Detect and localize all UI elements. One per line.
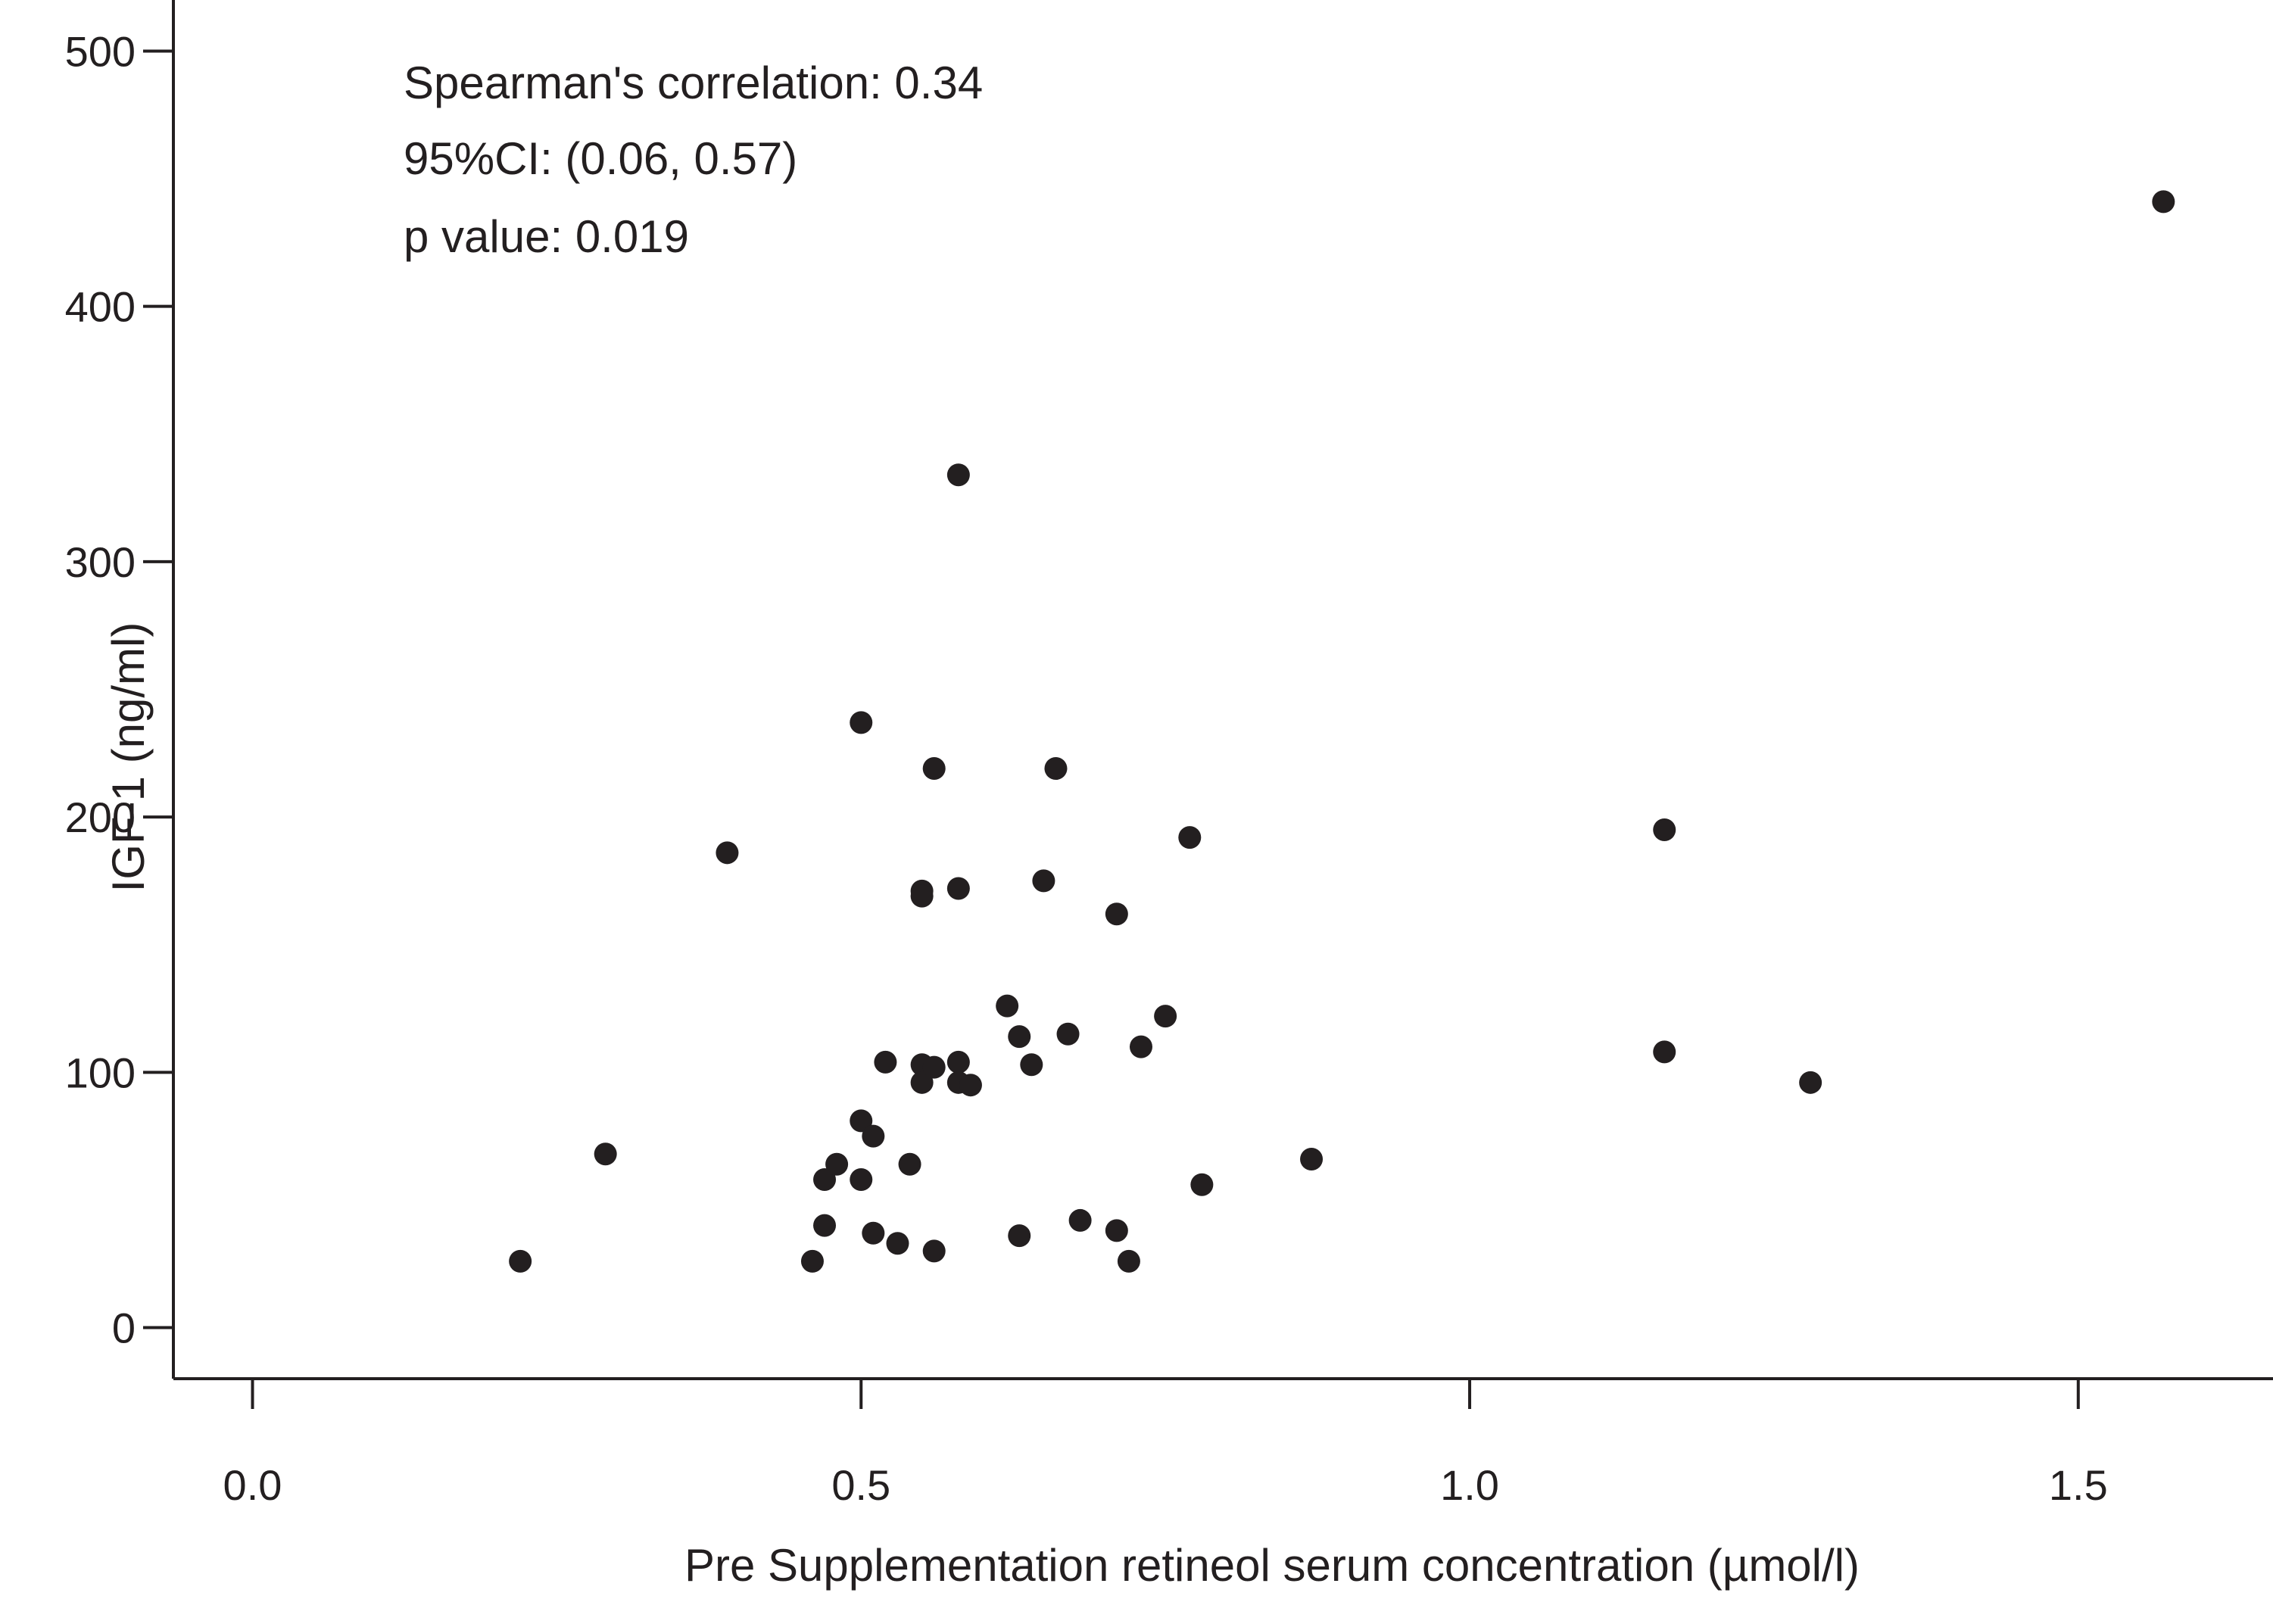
- data-point: [1653, 818, 1676, 841]
- data-point: [1653, 1040, 1676, 1064]
- y-ticks: 0 100 200 300 400 500: [65, 27, 173, 1352]
- annotation-ci: 95%CI: (0.06, 0.57): [404, 133, 797, 184]
- data-point: [850, 1167, 873, 1191]
- annotation-p-value: p value: 0.019: [404, 211, 689, 262]
- data-point: [1044, 757, 1068, 781]
- data-point: [850, 711, 873, 734]
- data-point: [1068, 1208, 1092, 1232]
- data-point: [1105, 902, 1128, 926]
- data-point: [910, 1071, 934, 1094]
- data-point: [1032, 869, 1055, 893]
- x-tick-label: 0.5: [831, 1461, 890, 1509]
- data-point: [813, 1214, 837, 1237]
- data-point: [946, 1050, 970, 1074]
- data-point: [1056, 1022, 1080, 1046]
- data-point: [959, 1074, 982, 1097]
- data-point: [946, 463, 970, 487]
- x-tick-label: 0.0: [223, 1461, 282, 1509]
- data-point: [862, 1221, 885, 1245]
- y-tick-label: 500: [65, 27, 136, 75]
- data-point: [1190, 1173, 1214, 1196]
- data-point: [1008, 1224, 1031, 1248]
- data-point: [1105, 1219, 1128, 1242]
- data-point: [946, 877, 970, 900]
- y-tick-label: 400: [65, 283, 136, 331]
- data-point: [509, 1249, 532, 1273]
- data-point: [898, 1152, 921, 1176]
- annotation-spearman: Spearman's correlation: 0.34: [404, 58, 983, 108]
- data-point: [2152, 190, 2175, 214]
- data-point: [996, 994, 1019, 1018]
- data-point: [1129, 1035, 1152, 1058]
- x-tick-label: 1.0: [1440, 1461, 1499, 1509]
- y-tick-label: 300: [65, 538, 136, 586]
- data-point: [1117, 1249, 1140, 1273]
- data-point: [922, 1055, 946, 1079]
- data-point: [1008, 1025, 1031, 1049]
- data-point: [800, 1249, 824, 1273]
- data-point: [922, 1239, 946, 1263]
- data-points: [509, 190, 2175, 1273]
- x-ticks: 0.0 0.5 1.0 1.5: [223, 1379, 2108, 1509]
- axes: [172, 0, 2273, 1380]
- data-point: [862, 1124, 885, 1148]
- data-point: [910, 884, 934, 908]
- y-tick-label: 100: [65, 1049, 136, 1096]
- data-point: [1799, 1071, 1822, 1094]
- data-point: [886, 1232, 909, 1255]
- y-tick-label: 200: [65, 793, 136, 841]
- data-point: [1300, 1147, 1324, 1170]
- data-point: [594, 1142, 617, 1166]
- data-point: [716, 841, 739, 865]
- data-point: [850, 1109, 873, 1133]
- data-point: [1154, 1005, 1177, 1028]
- data-point: [1020, 1053, 1043, 1077]
- x-axis-title: Pre Supplementation retineol serum conce…: [684, 1540, 1860, 1591]
- data-point: [922, 757, 946, 781]
- y-tick-label: 0: [112, 1304, 136, 1352]
- y-axis-title: IGF-1 (ng/ml): [103, 622, 154, 893]
- data-point: [874, 1050, 897, 1074]
- x-tick-label: 1.5: [2049, 1461, 2108, 1509]
- data-point: [813, 1167, 837, 1191]
- data-point: [825, 1152, 849, 1176]
- data-point: [1178, 826, 1202, 849]
